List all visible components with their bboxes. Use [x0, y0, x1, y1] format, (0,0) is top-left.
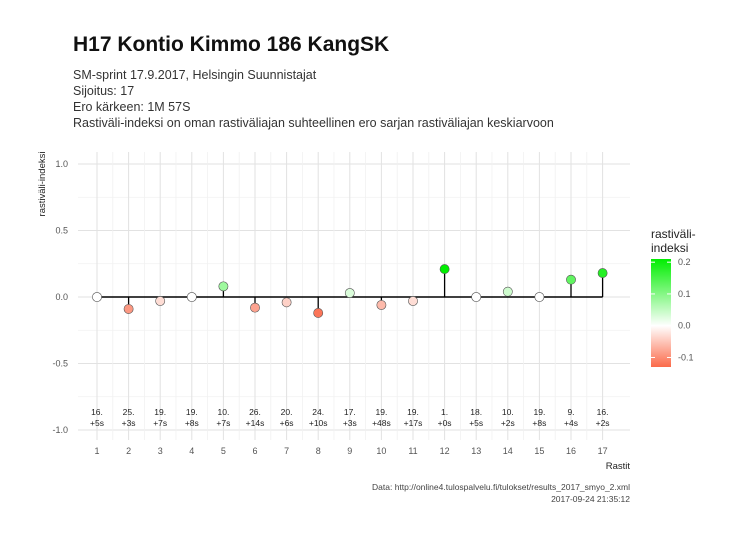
data-point [408, 296, 418, 306]
x-tick-label: 6 [252, 446, 257, 456]
rank-label: 9. [567, 407, 574, 417]
data-point [471, 292, 482, 302]
gap-label: +2s [596, 418, 610, 428]
rank-label: 16. [597, 407, 609, 417]
x-tick-label: 10 [376, 446, 386, 456]
legend-title-line2: indeksi [651, 241, 688, 255]
gap-label: +14s [246, 418, 265, 428]
x-tick-label: 13 [471, 446, 481, 456]
gap-label: +6s [280, 418, 294, 428]
chart-title: H17 Kontio Kimmo 186 KangSK [73, 33, 390, 56]
data-point [313, 308, 324, 318]
timestamp-caption: 2017-09-24 21:35:12 [551, 494, 630, 504]
x-tick-labels: 1 2 3 4 5 6 7 8 9 10 11 12 13 14 15 16 17 [94, 446, 607, 456]
gap-label: +5s [90, 418, 104, 428]
legend-colorbar [651, 259, 671, 367]
gap-label: +4s [564, 418, 578, 428]
data-point [502, 286, 513, 297]
gap-label: +10s [309, 418, 328, 428]
legend-tick-label: 0.1 [678, 289, 691, 299]
data-point [92, 292, 102, 302]
y-tick-label: 0.5 [55, 226, 68, 236]
y-tick-label: 1.0 [55, 159, 68, 169]
y-tick-label: 0.0 [55, 292, 68, 302]
rank-label: 10. [502, 407, 514, 417]
data-point [123, 304, 134, 314]
data-point [281, 297, 292, 308]
data-point [439, 264, 450, 274]
rank-label: 18. [470, 407, 482, 417]
gap-label: +7s [153, 418, 167, 428]
x-tick-label: 11 [408, 446, 417, 456]
x-axis-title: Rastit [606, 461, 631, 472]
x-tick-label: 12 [440, 446, 450, 456]
data-point [218, 281, 229, 292]
legend-tick-label: -0.1 [678, 352, 694, 362]
subtitle-event: SM-sprint 17.9.2017, Helsingin Suunnista… [73, 68, 317, 82]
data-point [250, 302, 260, 313]
data-point [186, 292, 197, 302]
gap-label: +7s [216, 418, 230, 428]
subtitle-gap: Ero kärkeen: 1M 57S [73, 100, 191, 114]
gap-label: +2s [501, 418, 515, 428]
data-point [155, 296, 166, 306]
data-point [344, 288, 355, 298]
rank-label: 1. [441, 407, 448, 417]
y-axis-title: rastiväli-indeksi [37, 152, 48, 217]
rank-label: 20. [281, 407, 293, 417]
data-source-caption: Data: http://online4.tulospalvelu.fi/tul… [372, 482, 630, 492]
x-tick-label: 4 [189, 446, 194, 456]
x-tick-label: 2 [126, 446, 131, 456]
legend-tick-label: 0.0 [678, 321, 691, 331]
subtitle-description: Rastiväli-indeksi on oman rastiväliajan … [73, 116, 554, 130]
rank-label: 25. [123, 407, 135, 417]
rank-label: 19. [407, 407, 419, 417]
y-tick-labels: 1.0 0.5 0.0 -0.5 -1.0 [52, 159, 68, 435]
gap-label: +3s [343, 418, 357, 428]
gap-label: +8s [185, 418, 199, 428]
gap-label: +17s [404, 418, 423, 428]
x-tick-label: 17 [598, 446, 608, 456]
annotations: 16.+5s25.+3s19.+7s19.+8s10.+7s26.+14s20.… [90, 407, 610, 428]
x-tick-label: 16 [566, 446, 576, 456]
gap-label: +8s [532, 418, 546, 428]
subtitle-placing: Sijoitus: 17 [73, 84, 135, 98]
y-tick-label: -1.0 [52, 425, 68, 435]
legend-ticks: 0.2 0.1 0.0 -0.1 [651, 257, 694, 362]
rank-label: 24. [312, 407, 324, 417]
data-point [597, 268, 608, 278]
rank-label: 19. [186, 407, 198, 417]
rank-label: 17. [344, 407, 356, 417]
gap-label: +0s [438, 418, 452, 428]
rank-label: 19. [533, 407, 545, 417]
data-point [566, 274, 576, 285]
legend-tick-label: 0.2 [678, 257, 691, 267]
gap-label: +48s [372, 418, 391, 428]
data-point [534, 292, 545, 302]
x-tick-label: 9 [347, 446, 352, 456]
x-tick-label: 3 [158, 446, 163, 456]
rank-label: 16. [91, 407, 103, 417]
gap-label: +5s [469, 418, 483, 428]
x-tick-label: 8 [316, 446, 321, 456]
x-tick-label: 14 [503, 446, 513, 456]
legend-title-line1: rastiväli- [651, 227, 696, 241]
legend: rastiväli- indeksi 0.2 0.1 0.0 -0.1 [651, 227, 696, 367]
y-tick-label: -0.5 [52, 359, 68, 369]
rank-label: 19. [375, 407, 387, 417]
grid [78, 152, 630, 440]
points [92, 264, 608, 318]
x-tick-label: 15 [534, 446, 544, 456]
rank-label: 10. [217, 407, 229, 417]
data-point [376, 300, 387, 310]
x-tick-label: 7 [284, 446, 289, 456]
x-tick-label: 1 [94, 446, 99, 456]
x-tick-label: 5 [221, 446, 226, 456]
gap-label: +3s [122, 418, 136, 428]
rank-label: 26. [249, 407, 261, 417]
rank-label: 19. [154, 407, 166, 417]
